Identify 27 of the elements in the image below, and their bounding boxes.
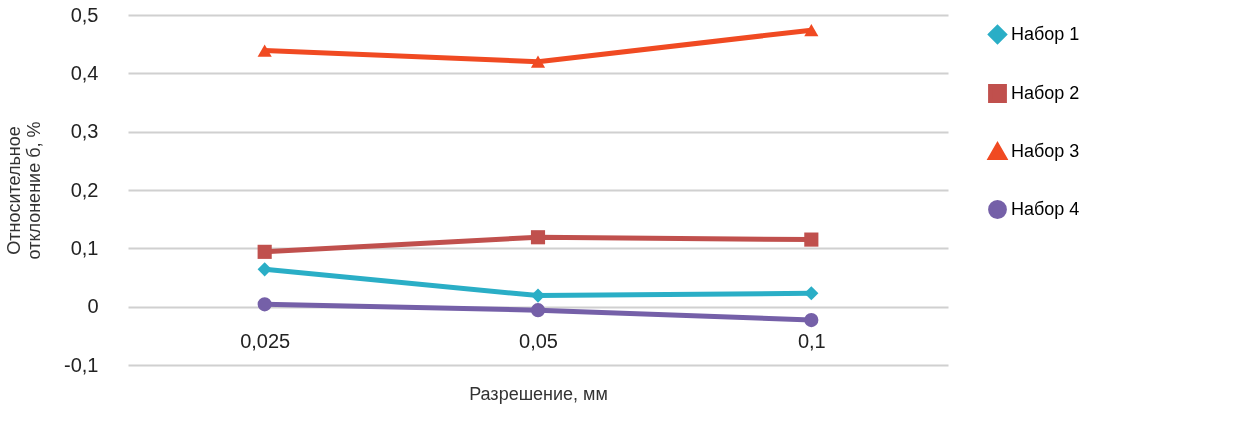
point [530,303,546,318]
y-tick-label: 0,1 [70,236,99,259]
legend-label: Набор 2 [1011,82,1080,103]
point [804,232,819,247]
x-axis-title: Разрешение, мм [469,383,608,404]
point [804,313,819,328]
x-tick-label: 0,025 [240,329,291,352]
y-tick-label: 0,2 [70,178,99,201]
y-axis-title: Относительное отклонение б, % [4,121,45,260]
y-tick-label: 0 [87,295,99,318]
y-tick-label: 0,5 [70,3,99,26]
y-tick-label: -0,1 [64,353,99,376]
point [530,55,546,68]
x-tick-label: 0,05 [519,329,558,352]
point [804,286,819,301]
x-tick-label: 0,1 [797,329,826,352]
point [257,297,272,312]
legend-label: Набор 4 [1011,198,1080,219]
legend-label: Набор 1 [1011,23,1080,44]
y-tick-label: 0,4 [70,61,99,84]
point [257,244,272,259]
point [257,44,272,57]
point [257,262,272,277]
point [804,24,819,37]
legend-label: Набор 3 [1011,140,1080,161]
point [530,230,546,245]
y-tick-label: 0,3 [70,120,99,143]
